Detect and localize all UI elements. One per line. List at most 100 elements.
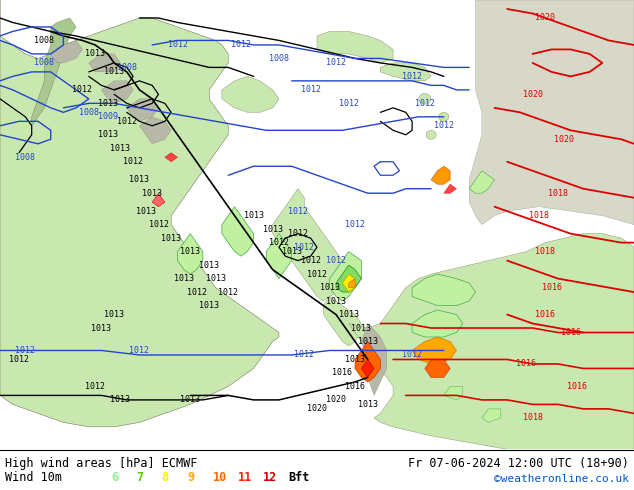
Text: 1012: 1012 — [301, 85, 321, 95]
Polygon shape — [0, 0, 279, 427]
Text: 1012: 1012 — [269, 238, 289, 247]
Text: 1012: 1012 — [129, 346, 150, 355]
Text: 1012: 1012 — [186, 288, 207, 296]
Text: 1013: 1013 — [161, 234, 181, 243]
Text: 1013: 1013 — [281, 247, 302, 256]
Text: 1013: 1013 — [351, 323, 372, 333]
Text: 1013: 1013 — [358, 400, 378, 409]
Text: ©weatheronline.co.uk: ©weatheronline.co.uk — [494, 474, 629, 484]
Text: 1012: 1012 — [167, 41, 188, 49]
Polygon shape — [165, 153, 178, 162]
Text: 1012: 1012 — [72, 85, 93, 95]
Text: 9: 9 — [187, 471, 194, 484]
Text: 1012: 1012 — [307, 270, 327, 279]
Polygon shape — [222, 76, 279, 112]
Polygon shape — [431, 166, 450, 184]
Text: 12: 12 — [263, 471, 277, 484]
Text: 1012: 1012 — [294, 350, 314, 360]
Polygon shape — [419, 94, 431, 104]
Text: 1013: 1013 — [136, 207, 156, 216]
Text: 1012: 1012 — [123, 157, 143, 166]
Text: 1012: 1012 — [415, 99, 435, 108]
Polygon shape — [426, 130, 436, 139]
Text: 1012: 1012 — [301, 256, 321, 265]
Text: 1020: 1020 — [554, 135, 574, 144]
Polygon shape — [336, 265, 361, 292]
Polygon shape — [32, 18, 76, 126]
Text: 1018: 1018 — [535, 247, 555, 256]
Polygon shape — [152, 193, 165, 207]
Polygon shape — [412, 310, 463, 337]
Text: 1018: 1018 — [529, 211, 549, 220]
Text: Bft: Bft — [288, 471, 310, 484]
Text: 1012: 1012 — [15, 346, 36, 355]
Polygon shape — [342, 274, 355, 292]
Text: 10: 10 — [212, 471, 226, 484]
Polygon shape — [127, 99, 158, 122]
Text: 1016: 1016 — [567, 382, 587, 391]
Text: 1012: 1012 — [402, 72, 422, 81]
Text: 1008: 1008 — [79, 108, 99, 117]
Text: 1013: 1013 — [174, 274, 194, 283]
Text: 1013: 1013 — [129, 175, 150, 184]
Text: 1008: 1008 — [34, 36, 55, 45]
Polygon shape — [51, 41, 82, 63]
Text: 1020: 1020 — [326, 395, 346, 404]
Text: 1008: 1008 — [117, 63, 137, 72]
Text: 1013: 1013 — [110, 144, 131, 153]
Polygon shape — [361, 323, 387, 395]
Text: 1018: 1018 — [548, 189, 568, 197]
Text: 1013: 1013 — [85, 49, 105, 58]
Polygon shape — [355, 342, 380, 382]
Text: 1013: 1013 — [320, 283, 340, 292]
Polygon shape — [273, 189, 349, 301]
Text: 1016: 1016 — [345, 382, 365, 391]
Text: 1008: 1008 — [15, 153, 36, 162]
Polygon shape — [317, 31, 393, 63]
Polygon shape — [444, 387, 463, 400]
Polygon shape — [439, 112, 449, 122]
Text: 1020: 1020 — [535, 13, 555, 23]
Text: 1012: 1012 — [218, 288, 238, 296]
Polygon shape — [469, 171, 495, 193]
Text: High wind areas [hPa] ECMWF: High wind areas [hPa] ECMWF — [5, 458, 197, 470]
Text: 1016: 1016 — [535, 310, 555, 319]
Text: 1016: 1016 — [516, 360, 536, 368]
Text: 1013: 1013 — [358, 337, 378, 346]
Text: 1018: 1018 — [522, 414, 543, 422]
Text: 1012: 1012 — [117, 117, 137, 126]
Text: 1012: 1012 — [85, 382, 105, 391]
Polygon shape — [330, 252, 361, 301]
Text: Fr 07-06-2024 12:00 UTC (18+90): Fr 07-06-2024 12:00 UTC (18+90) — [408, 458, 629, 470]
Text: 1013: 1013 — [98, 99, 118, 108]
Text: 1016: 1016 — [560, 328, 581, 337]
Polygon shape — [444, 184, 456, 193]
Text: 1013: 1013 — [243, 211, 264, 220]
Text: Wind 10m: Wind 10m — [5, 471, 62, 484]
Polygon shape — [361, 360, 374, 377]
Text: 1013: 1013 — [91, 323, 112, 333]
Text: 1013: 1013 — [339, 310, 359, 319]
Text: 1013: 1013 — [104, 68, 124, 76]
Text: 1013: 1013 — [98, 130, 118, 139]
Text: 1008: 1008 — [269, 54, 289, 63]
Text: 1013: 1013 — [142, 189, 162, 197]
Polygon shape — [349, 234, 634, 449]
Text: 1012: 1012 — [288, 207, 308, 216]
Text: 8: 8 — [162, 471, 169, 484]
Polygon shape — [469, 0, 634, 224]
Polygon shape — [222, 207, 254, 256]
Text: 1012: 1012 — [9, 355, 29, 364]
Text: 1009: 1009 — [98, 112, 118, 122]
Text: 1013: 1013 — [199, 261, 219, 270]
Polygon shape — [323, 296, 361, 346]
Polygon shape — [482, 409, 501, 422]
Text: 1012: 1012 — [326, 58, 346, 68]
Text: 1016: 1016 — [541, 283, 562, 292]
Text: 1008: 1008 — [34, 58, 55, 68]
Polygon shape — [89, 54, 120, 72]
Text: 1013: 1013 — [205, 274, 226, 283]
Polygon shape — [380, 63, 431, 81]
Polygon shape — [266, 234, 292, 279]
Text: 11: 11 — [238, 471, 252, 484]
